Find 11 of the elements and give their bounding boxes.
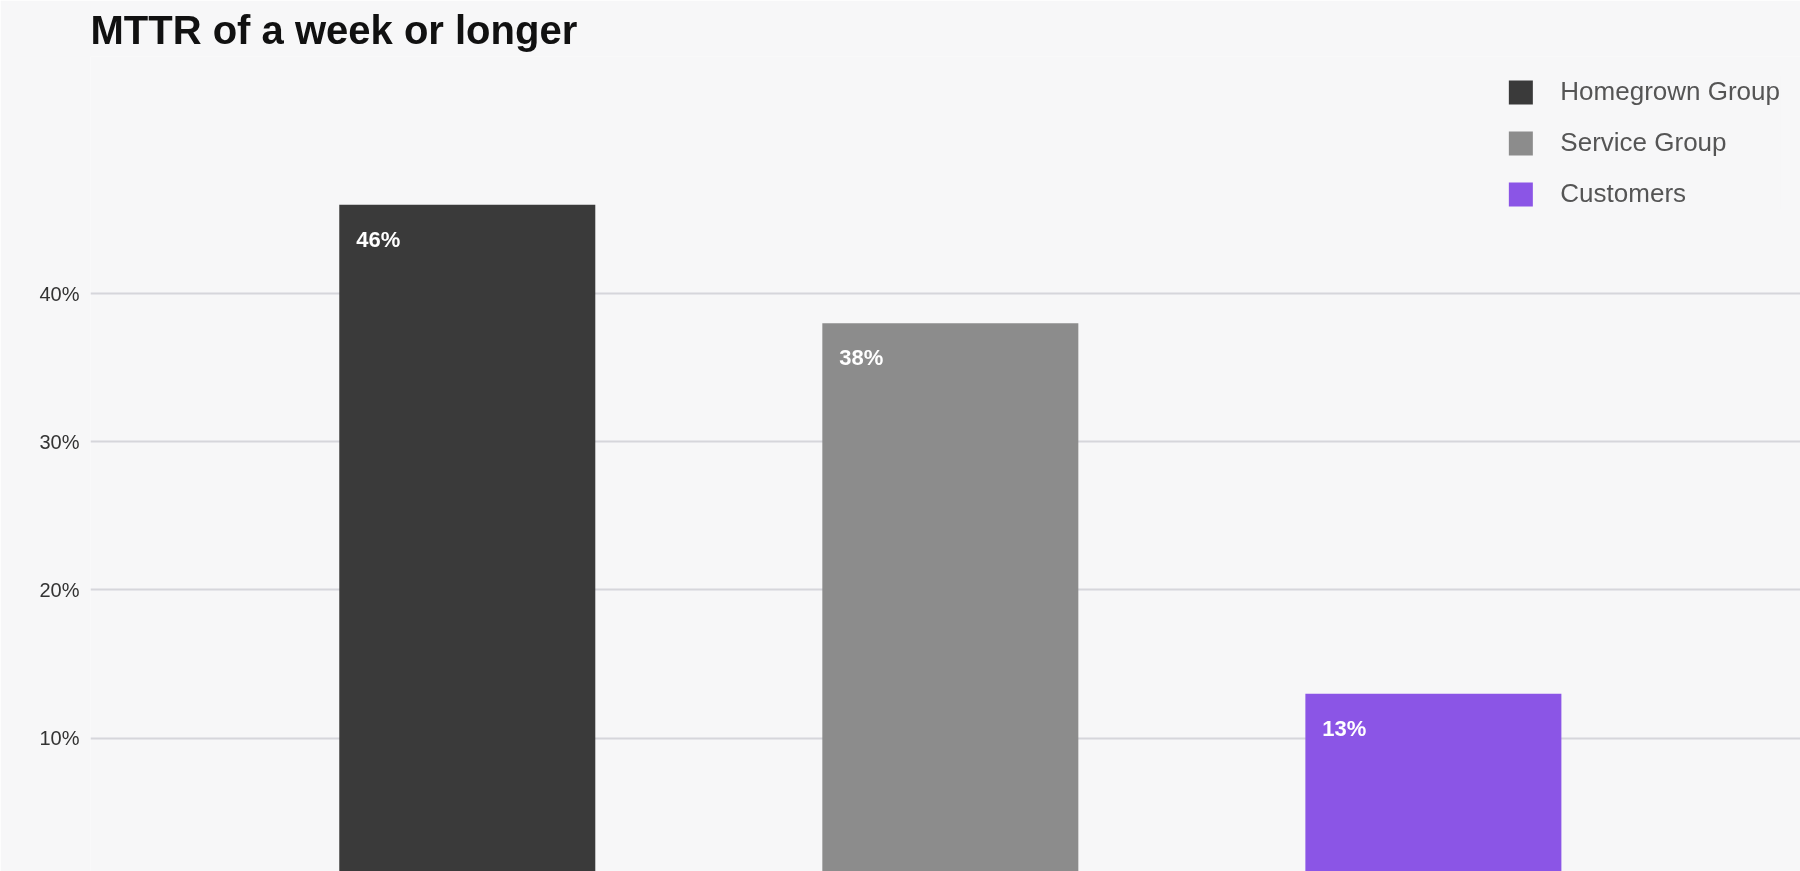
- y-tick-label: 40%: [39, 282, 80, 305]
- y-tick-label: 30%: [39, 430, 80, 453]
- data-label: 38%: [839, 345, 884, 371]
- data-label: 46%: [356, 226, 401, 252]
- chart-title: MTTR of a week or longer: [90, 7, 578, 52]
- legend-label: Customers: [1560, 178, 1687, 209]
- data-label: 13%: [1322, 715, 1367, 741]
- legend-label: Homegrown Group: [1560, 76, 1780, 107]
- y-tick-label: 20%: [39, 578, 80, 601]
- legend-label: Service Group: [1560, 127, 1727, 158]
- y-tick-label: 10%: [39, 727, 80, 750]
